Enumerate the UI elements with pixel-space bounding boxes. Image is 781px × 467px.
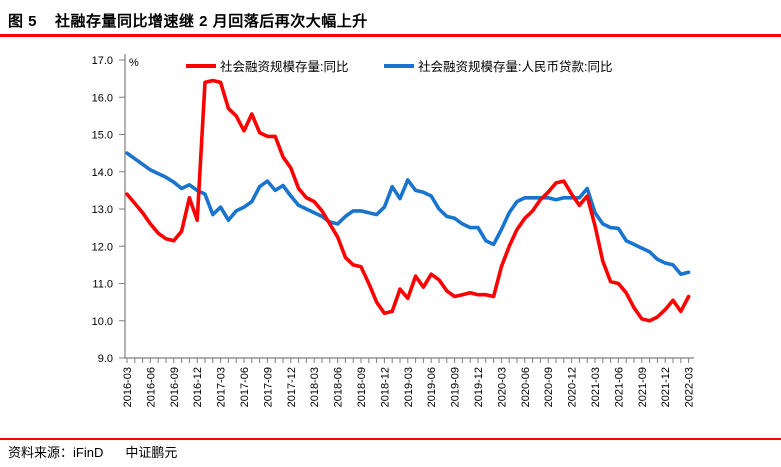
y-axis-label: 13.0 xyxy=(92,204,113,216)
x-axis-label: 2018-03 xyxy=(309,367,321,407)
x-axis-label: 2019-09 xyxy=(450,367,462,407)
legend-label: 社会融资规模存量:人民币贷款:同比 xyxy=(418,59,612,74)
chart-series xyxy=(125,78,691,323)
x-axis-label: 2016-06 xyxy=(145,367,157,407)
x-axis-label: 2020-09 xyxy=(543,367,555,407)
y-axis-label: 10.0 xyxy=(92,316,113,328)
bottom-red-divider xyxy=(0,438,781,440)
x-axis-label: 2019-03 xyxy=(403,367,415,407)
x-axis-label: 2021-09 xyxy=(637,367,649,407)
y-axis-label: 16.0 xyxy=(92,92,113,104)
x-axis-label: 2016-12 xyxy=(192,367,204,407)
x-axis-label: 2016-03 xyxy=(122,367,134,407)
x-axis-label: 2017-06 xyxy=(239,367,251,407)
y-axis-label: 11.0 xyxy=(92,279,113,291)
x-axis-label: 2019-12 xyxy=(473,367,485,407)
chart-legend: 社会融资规模存量:同比 社会融资规模存量:人民币贷款:同比 xyxy=(186,59,612,74)
top-red-divider xyxy=(0,34,781,37)
x-axis-label: 2020-06 xyxy=(520,367,532,407)
x-axis-label: 2021-12 xyxy=(660,367,672,407)
figure-header: 图 5 社融存量同比增速继 2 月回落后再次大幅上升 xyxy=(8,7,773,33)
legend-label: 社会融资规模存量:同比 xyxy=(220,59,348,74)
x-axis-label: 2017-12 xyxy=(286,367,298,407)
x-axis-label: 2019-06 xyxy=(426,367,438,407)
organization-name: 中证鹏元 xyxy=(125,445,178,460)
figure-title: 社融存量同比增速继 2 月回落后再次大幅上升 xyxy=(55,12,368,30)
x-axis-label: 2016-09 xyxy=(169,367,181,407)
x-axis-label: 2017-09 xyxy=(262,367,274,407)
y-axis-label: 17.0 xyxy=(92,55,113,67)
rmb-loan-yoy-line xyxy=(125,151,691,276)
figure-number-label: 图 5 xyxy=(8,12,38,30)
source-label: 资料来源：iFinD xyxy=(8,445,104,460)
x-axis-label: 2018-06 xyxy=(333,367,345,407)
figure-footer: 资料来源：iFinD 中证鹏元 xyxy=(8,442,773,461)
chart-area: 17.0 16.0 15.0 14.0 13.0 12.0 11.0 10.0 9.0% 2016… xyxy=(0,40,781,435)
y-axis-label: 15.0 xyxy=(92,130,113,142)
chart-axes: 17.0 16.0 15.0 14.0 13.0 12.0 11.0 10.0 9.0% 2016… xyxy=(92,54,696,407)
tsf-stock-yoy-line xyxy=(125,78,691,323)
y-axis-label: 9.0 xyxy=(98,353,113,365)
x-axis-label: 2020-12 xyxy=(567,367,579,407)
x-axis-label: 2018-09 xyxy=(356,367,368,407)
line-chart: 17.0 16.0 15.0 14.0 13.0 12.0 11.0 10.0 9.0% 2016… xyxy=(92,54,696,407)
y-axis-label: 14.0 xyxy=(92,167,113,179)
y-axis-unit-label: % xyxy=(129,57,139,69)
x-axis-label: 2017-03 xyxy=(216,367,228,407)
x-axis-label: 2018-12 xyxy=(379,367,391,407)
x-axis-label: 2022-03 xyxy=(684,367,696,407)
x-axis-label: 2020-03 xyxy=(496,367,508,407)
y-axis-label: 12.0 xyxy=(92,241,113,253)
x-axis-label: 2021-03 xyxy=(590,367,602,407)
x-axis-label: 2021-06 xyxy=(613,367,625,407)
